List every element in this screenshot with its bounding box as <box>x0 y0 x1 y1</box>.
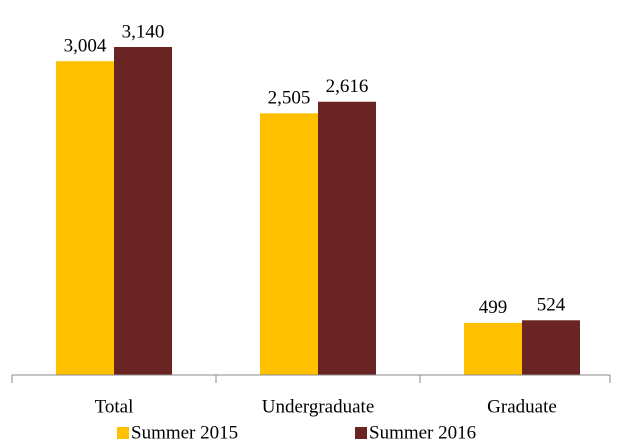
x-tick-label: Undergraduate <box>262 396 375 417</box>
bar <box>522 320 580 375</box>
x-tick-label: Total <box>95 396 134 417</box>
value-label: 3,004 <box>64 36 107 57</box>
legend-swatch <box>117 427 129 439</box>
legend-label: Summer 2015 <box>131 422 238 443</box>
value-label: 3,140 <box>122 21 165 42</box>
bar <box>464 322 522 375</box>
bar <box>260 113 318 375</box>
x-tick-label: Graduate <box>487 396 557 417</box>
legend-swatch <box>355 427 367 439</box>
value-label: 2,505 <box>268 88 311 109</box>
legend-label: Summer 2016 <box>369 422 476 443</box>
value-label: 524 <box>537 295 566 316</box>
bar <box>318 101 376 376</box>
bar <box>56 61 114 376</box>
value-label: 499 <box>479 297 508 318</box>
bar <box>114 47 172 375</box>
value-label: 2,616 <box>326 76 369 97</box>
